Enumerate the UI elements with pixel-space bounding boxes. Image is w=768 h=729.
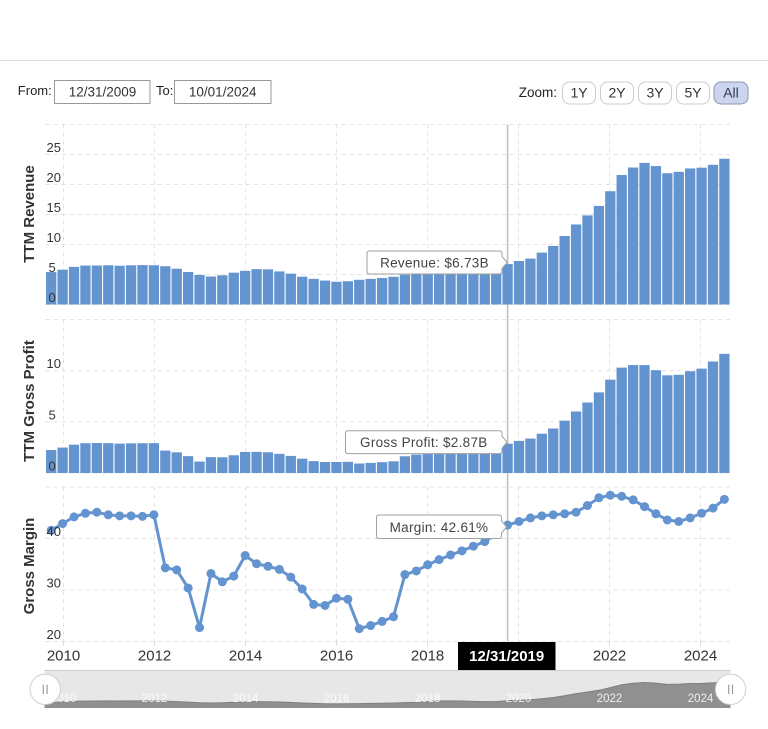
svg-text:2022: 2022 — [593, 648, 626, 665]
svg-text:2016: 2016 — [320, 648, 353, 665]
svg-text:Revenue: $6.73B: Revenue: $6.73B — [380, 256, 489, 271]
svg-text:2024: 2024 — [684, 648, 717, 665]
svg-text:To:: To: — [156, 83, 173, 98]
svg-text:5Y: 5Y — [684, 85, 702, 101]
svg-text:Gross Margin: Gross Margin — [21, 518, 38, 615]
svg-text:1Y: 1Y — [570, 85, 588, 101]
svg-text:25: 25 — [47, 140, 61, 155]
svg-text:10: 10 — [47, 230, 61, 245]
svg-text:40: 40 — [47, 524, 61, 539]
svg-text:2Y: 2Y — [608, 85, 626, 101]
svg-text:30: 30 — [47, 576, 61, 591]
svg-text:12/31/2019: 12/31/2019 — [469, 648, 544, 665]
svg-text:2012: 2012 — [138, 648, 171, 665]
svg-text:0: 0 — [49, 290, 56, 305]
svg-text:Margin: 42.61%: Margin: 42.61% — [390, 520, 489, 535]
svg-text:12/31/2009: 12/31/2009 — [69, 85, 137, 100]
svg-text:2010: 2010 — [47, 648, 80, 665]
svg-text:2014: 2014 — [229, 648, 262, 665]
svg-text:From:: From: — [18, 83, 52, 98]
svg-text:20: 20 — [47, 627, 61, 642]
svg-text:15: 15 — [47, 200, 61, 215]
svg-text:20: 20 — [47, 170, 61, 185]
svg-text:2018: 2018 — [415, 693, 441, 705]
svg-text:5: 5 — [49, 407, 56, 422]
svg-text:Zoom:: Zoom: — [519, 85, 557, 100]
svg-text:2018: 2018 — [411, 648, 444, 665]
svg-text:TTM Revenue: TTM Revenue — [21, 165, 38, 263]
svg-text:2016: 2016 — [324, 693, 350, 705]
svg-text:All: All — [723, 85, 739, 101]
svg-text:TTM Gross Profit: TTM Gross Profit — [21, 340, 38, 462]
svg-text:2022: 2022 — [597, 693, 623, 705]
svg-text:0: 0 — [49, 459, 56, 474]
svg-text:5: 5 — [49, 260, 56, 275]
svg-text:2020: 2020 — [506, 693, 532, 705]
svg-text:2024: 2024 — [688, 693, 714, 705]
svg-text:2012: 2012 — [142, 693, 168, 705]
svg-text:10: 10 — [47, 356, 61, 371]
svg-text:2014: 2014 — [233, 693, 259, 705]
svg-text:10/01/2024: 10/01/2024 — [189, 85, 257, 100]
svg-text:3Y: 3Y — [646, 85, 664, 101]
svg-text:Gross Profit: $2.87B: Gross Profit: $2.87B — [360, 435, 488, 450]
